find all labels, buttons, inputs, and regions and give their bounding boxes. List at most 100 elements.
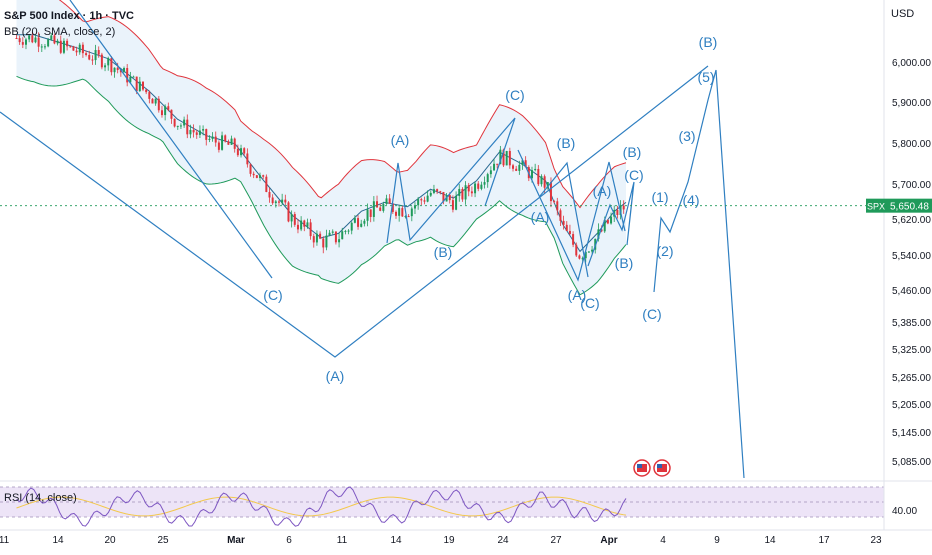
candle-body (540, 176, 543, 185)
candle-body (325, 235, 328, 248)
candle-body (559, 210, 562, 221)
symbol-title: S&P 500 Index · 1h · TVC (4, 10, 135, 22)
candle-body (534, 168, 537, 171)
candle-body (429, 192, 432, 196)
candle-body (610, 216, 613, 224)
candle-body (562, 220, 565, 225)
candle-body (436, 189, 439, 192)
candle-body (97, 50, 100, 55)
candle-body (353, 218, 356, 223)
candle-body (192, 129, 195, 133)
candle-body (208, 138, 211, 140)
candle-body (372, 201, 375, 217)
wave-line (386, 117, 516, 244)
event-flags[interactable] (633, 459, 671, 477)
candle-body (145, 89, 148, 93)
wave-label: (B) (557, 135, 576, 151)
candle-body (477, 183, 480, 189)
candle-body (72, 46, 75, 51)
time-tick-label: 14 (390, 535, 402, 546)
price-tick-label: 5,460.00 (892, 286, 931, 297)
candle-body (410, 208, 413, 217)
candle-body (499, 149, 502, 165)
wave-label: (A) (593, 183, 612, 199)
candle-body (398, 208, 401, 216)
candle-body (252, 173, 255, 176)
candle-body (100, 54, 103, 68)
wave-label: (B) (434, 244, 453, 260)
candle-body (432, 189, 435, 193)
candle-body (59, 40, 62, 53)
us-event-flag-icon[interactable] (633, 459, 651, 477)
candle-body (167, 106, 170, 110)
candle-body (243, 148, 246, 154)
flag-canton (657, 464, 662, 468)
candle-body (391, 203, 394, 212)
candle-body (344, 230, 347, 232)
candle-body (236, 148, 239, 156)
candle-body (138, 81, 141, 92)
wave-label: (1) (651, 189, 668, 205)
time-tick-label: 20 (104, 535, 116, 546)
candle-body (606, 219, 609, 224)
candle-body (47, 39, 50, 47)
candle-body (198, 130, 201, 135)
candle-body (217, 142, 220, 150)
candle-body (113, 67, 116, 73)
rsi-ma-line (16, 496, 627, 517)
candle-body (183, 119, 186, 126)
time-tick-label: 14 (52, 535, 64, 546)
flag-canton (637, 464, 642, 468)
candle-body (331, 231, 334, 233)
bb-upper-line (58, 0, 627, 209)
candle-body (157, 98, 160, 111)
rsi-legend[interactable]: RSI (14, close) (4, 492, 77, 504)
candle-body (341, 231, 344, 240)
wave-line (69, 0, 273, 279)
time-tick-label: Apr (600, 535, 617, 546)
candle-body (123, 68, 126, 73)
price-tick-label: 5,325.00 (892, 345, 931, 356)
currency-label[interactable]: USD (891, 8, 915, 20)
candle-body (543, 176, 546, 188)
price-tag (886, 198, 932, 213)
candle-body (407, 216, 410, 218)
candle-body (202, 129, 205, 131)
symbol-tag-text: SPX (867, 202, 885, 212)
candle-body (262, 175, 265, 177)
candle-body (24, 39, 27, 45)
candle-body (230, 138, 233, 145)
candle-body (508, 150, 511, 166)
candle-body (530, 170, 533, 179)
indicator-legend[interactable]: BB (20, SMA, close, 2) (4, 26, 115, 38)
wave-label: (5) (697, 69, 714, 85)
candle-body (53, 35, 56, 44)
candle-body (116, 67, 119, 71)
candle-body (28, 35, 31, 40)
wave-label: (C) (263, 287, 282, 303)
candle-body (173, 118, 176, 127)
candle-body (568, 230, 571, 235)
candle-body (338, 239, 341, 243)
candle-body (107, 58, 110, 66)
candle-body (309, 222, 312, 237)
candle-body (442, 191, 445, 202)
wave-line (653, 69, 745, 479)
time-tick-label: 11 (0, 535, 10, 546)
symbol-legend[interactable]: S&P 500 Index · 1h · TVC (4, 10, 134, 22)
candle-body (104, 65, 107, 68)
time-axis[interactable]: 11 14 20 25 Mar 6 11 14 19 24 27 Apr 4 9 14 17 23 (0, 529, 932, 546)
rsi-band (0, 487, 884, 517)
candle-body (91, 59, 94, 61)
us-event-flag-icon[interactable] (653, 459, 671, 477)
candle-body (300, 220, 303, 230)
candle-body (268, 191, 271, 198)
candle-body (81, 44, 84, 54)
candle-body (94, 50, 97, 61)
price-tick-label: 5,145.00 (892, 428, 931, 439)
candle-body (189, 129, 192, 135)
candle-body (572, 234, 575, 245)
wave-label: (C) (642, 306, 661, 322)
price-axis[interactable]: 6,000.00 5,900.00 5,800.00 5,700.00 5,620.00… (0, 0, 932, 530)
